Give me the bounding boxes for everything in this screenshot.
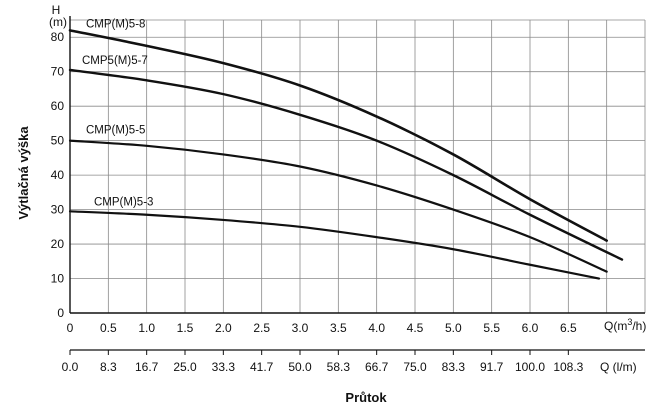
x-tick-label: 5.0 bbox=[445, 321, 462, 335]
series-label: CMP(M)5-8 bbox=[86, 18, 145, 30]
x2-tick-label: 25.0 bbox=[173, 360, 197, 374]
x-axis-unit-secondary: Q (l/m) bbox=[600, 360, 637, 374]
x2-tick-label: 108.3 bbox=[553, 360, 583, 374]
labels-group: CMP(M)5-8 CMP5(M)5-7 CMP(M)5-5 CMP(M)5-3 bbox=[82, 18, 153, 208]
x-tick-label: 3.5 bbox=[330, 321, 347, 335]
x-tick-label: 3.0 bbox=[292, 321, 309, 335]
y-axis-symbol: H bbox=[52, 3, 61, 17]
x2-tick-label: 83.3 bbox=[442, 360, 466, 374]
y-tick-label: 60 bbox=[51, 99, 65, 113]
series-line bbox=[68, 139, 608, 273]
series-label: CMP5(M)5-7 bbox=[82, 55, 148, 67]
x2-tick-label: 33.3 bbox=[212, 360, 236, 374]
y-axis-title: Výtlačná výška bbox=[16, 126, 31, 220]
x-tick-label: 0 bbox=[67, 321, 74, 335]
x-tick-label: 6.0 bbox=[522, 321, 539, 335]
y-axis-unit: (m) bbox=[49, 15, 67, 29]
x-axis-title: Průtok bbox=[345, 390, 387, 405]
series-group bbox=[68, 29, 624, 280]
x-tick-label: 6.5 bbox=[560, 321, 577, 335]
y-tick-label: 50 bbox=[51, 134, 65, 148]
x2-tick-label: 0.0 bbox=[62, 360, 79, 374]
y-tick-label: 40 bbox=[51, 168, 65, 182]
y-tick-label: 10 bbox=[51, 272, 65, 286]
x2-tick-label: 91.7 bbox=[480, 360, 504, 374]
y-tick-label: 70 bbox=[51, 65, 65, 79]
x-tick-label: 1.0 bbox=[138, 321, 155, 335]
x2-tick-label: 16.7 bbox=[135, 360, 159, 374]
x2-tick-label: 66.7 bbox=[365, 360, 389, 374]
y-tick-label: 30 bbox=[51, 203, 65, 217]
x-tick-label: 5.5 bbox=[483, 321, 500, 335]
series-label: CMP(M)5-3 bbox=[94, 196, 153, 208]
x-tick-label: 4.0 bbox=[368, 321, 385, 335]
series-line bbox=[68, 68, 624, 261]
axes: 0 10 20 30 40 50 60 70 80 0 0.5 1.0 1.5 2.0 2.5 3.0 3.5 4… bbox=[51, 16, 645, 374]
y-tick-label: 80 bbox=[51, 30, 65, 44]
x2-tick-label: 8.3 bbox=[100, 360, 117, 374]
x-tick-label: 2.0 bbox=[215, 321, 232, 335]
x-tick-label: 2.5 bbox=[253, 321, 270, 335]
x2-tick-label: 100.0 bbox=[515, 360, 545, 374]
x2-tick-label: 50.0 bbox=[288, 360, 312, 374]
x2-tick-label: 75.0 bbox=[403, 360, 427, 374]
series-label: CMP(M)5-5 bbox=[86, 125, 145, 137]
x-tick-label: 0.5 bbox=[100, 321, 117, 335]
x-tick-label: 4.5 bbox=[407, 321, 424, 335]
y-tick-label: 0 bbox=[57, 306, 64, 320]
series-line bbox=[68, 210, 601, 280]
y-tick-label: 20 bbox=[51, 237, 65, 251]
x-axis-unit-primary: Q(m3/h) bbox=[604, 317, 646, 333]
x2-tick-label: 58.3 bbox=[327, 360, 351, 374]
series-line bbox=[68, 29, 608, 242]
x2-tick-label: 41.7 bbox=[250, 360, 274, 374]
x-tick-label: 1.5 bbox=[177, 321, 194, 335]
